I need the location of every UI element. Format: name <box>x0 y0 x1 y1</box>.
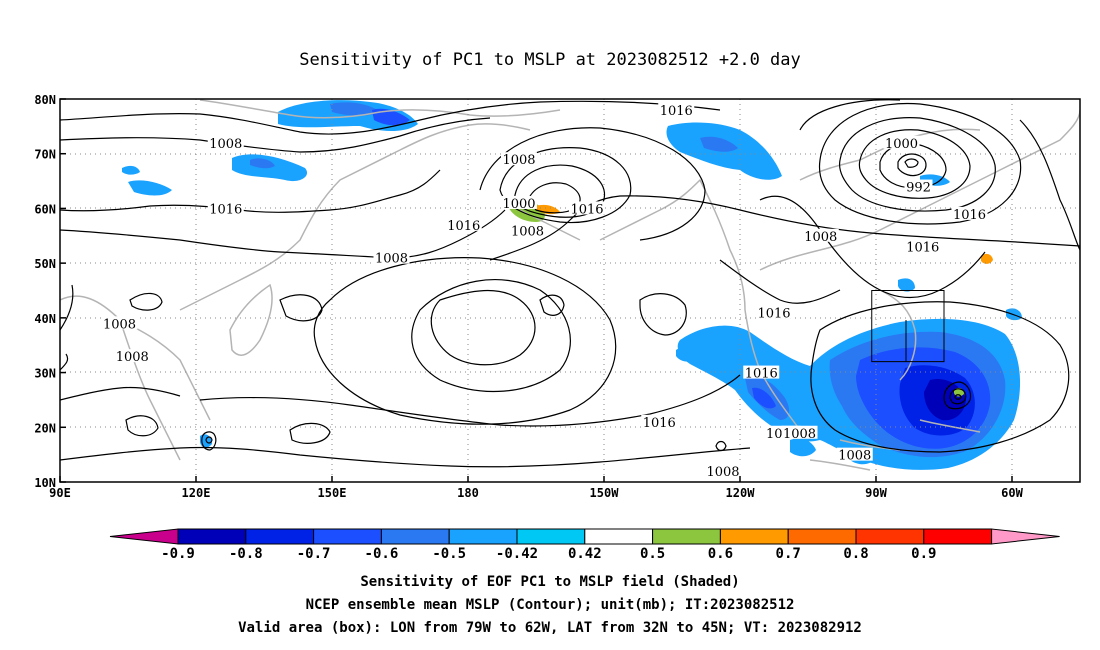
contour-label-bg <box>904 179 933 193</box>
caption-line-1: Sensitivity of EOF PC1 to MSLP field (Sh… <box>360 574 740 590</box>
contour-label-bg <box>501 195 537 209</box>
contour-label: 1016 <box>660 104 693 119</box>
x-tick-label: 150W <box>590 486 620 500</box>
contour-label-bg <box>781 425 818 439</box>
contour-labels: 1008 1016 1008 1016 1000 1008 1016 1008 1016 1000… <box>101 102 988 480</box>
colorbar-label: 0.42 <box>568 546 602 562</box>
colorbar-segment <box>787 528 857 545</box>
colorbar-segment <box>380 528 450 545</box>
contour-label: 1016 <box>745 367 778 382</box>
y-tick-label: 60N <box>34 202 56 216</box>
caption-line-2: NCEP ensemble mean MSLP (Contour); unit(… <box>305 597 795 613</box>
colorbar-segment <box>448 528 518 545</box>
contour-label: 1016 <box>570 202 603 217</box>
x-tick-label: 90W <box>865 486 887 500</box>
contour-label-bg <box>114 349 151 363</box>
axis-ticks: 90E 120E 150E 180 150W 120W 90W 60W 10N 20N 30N 40N… <box>34 93 1023 500</box>
colorbar-segment <box>584 528 654 545</box>
contour-label-bg <box>836 447 873 461</box>
colorbar-segment <box>719 528 789 545</box>
contour-label: 1008 <box>804 230 837 245</box>
x-tick-label: 120E <box>182 486 211 500</box>
colorbar-label: -0.6 <box>365 546 399 562</box>
contour-label-bg <box>207 201 244 215</box>
colorbar-label: -0.9 <box>161 546 195 562</box>
contour-label: 1008 <box>103 317 136 332</box>
y-tick-label: 70N <box>34 148 56 162</box>
colorbar-segment <box>923 528 993 545</box>
contour-label-bg <box>207 135 244 149</box>
contour-label-bg <box>501 152 537 166</box>
contour-label-bg <box>705 464 741 478</box>
y-tick-label: 40N <box>34 312 56 326</box>
contour-label-bg <box>951 206 988 220</box>
map-title: Sensitivity of PC1 to MSLP at 2023082512… <box>299 50 801 70</box>
contour-label: 1008 <box>209 137 242 152</box>
colorbar-segment <box>652 528 721 545</box>
contour-label: 1000 <box>502 197 535 212</box>
y-tick-label: 20N <box>34 421 56 435</box>
contour-label: 1016 <box>447 219 480 234</box>
colorbar-segment <box>313 528 382 545</box>
colorbar-segment <box>855 528 925 545</box>
colorbar-high-triangle <box>991 528 1060 545</box>
plot-frame <box>59 98 1081 483</box>
x-tick-label: 90E <box>49 486 71 500</box>
colorbar-label: 0.7 <box>776 546 801 562</box>
y-tick-label: 80N <box>34 93 56 107</box>
x-tick-label: 180 <box>457 486 479 500</box>
colorbar: -0.9 -0.8 -0.7 -0.6 -0.5 -0.42 0.42 0.5 0.6 0.7 0.… <box>109 528 1060 562</box>
x-tick-label: 150E <box>318 486 347 500</box>
colorbar-label: -0.8 <box>229 546 263 562</box>
colorbar-label: -0.7 <box>297 546 331 562</box>
contour-label: 1000 <box>885 137 918 152</box>
colorbar-label: 0.9 <box>911 546 936 562</box>
contour-label: 1016 <box>953 208 986 223</box>
contour-label-bg <box>658 102 695 116</box>
colorbar-low-triangle <box>109 528 179 545</box>
y-tick-label: 30N <box>34 367 56 381</box>
colorbar-label: 0.8 <box>843 546 868 562</box>
contour-label: 1008 <box>502 153 535 168</box>
contour-label: 1016 <box>209 202 242 217</box>
contour-label-bg <box>904 239 941 253</box>
colorbar-label: -0.42 <box>496 546 538 562</box>
contour-label-bg <box>509 223 546 237</box>
contour-label-bg <box>445 217 482 231</box>
colorbar-segment <box>245 528 315 545</box>
contour-label-bg <box>641 414 678 428</box>
y-tick-label: 10N <box>34 476 56 490</box>
colorbar-segment <box>516 528 586 545</box>
contour-label: 1008 <box>116 350 149 365</box>
contour-label-bg <box>883 135 920 149</box>
colorbar-segment <box>177 528 247 545</box>
caption-line-3: Valid area (box): LON from 79W to 62W, L… <box>238 620 862 636</box>
contour-label: 1016 <box>757 306 790 321</box>
colorbar-label: 0.6 <box>708 546 733 562</box>
contour-label-bg <box>802 228 839 242</box>
contour-label: 1008 <box>783 427 816 442</box>
valid-area-box <box>871 290 945 363</box>
shaded-sensitivity <box>122 100 1022 470</box>
contour-label: 1008 <box>375 252 408 267</box>
contour-label-bg <box>756 305 792 319</box>
contour-label-bg <box>101 316 138 330</box>
contour-label: 1008 <box>511 224 544 239</box>
contour-label: 992 <box>906 181 931 196</box>
colorbar-label: -0.5 <box>432 546 466 562</box>
mslp-contours <box>60 99 1080 468</box>
contour-label-bg <box>743 365 780 379</box>
contour-label: 1008 <box>838 449 871 464</box>
x-tick-label: 60W <box>1001 486 1023 500</box>
colorbar-label: 0.5 <box>640 546 665 562</box>
x-tick-label: 120W <box>726 486 756 500</box>
y-tick-label: 50N <box>34 257 56 271</box>
contour-label-bg <box>569 201 605 215</box>
contour-label: 1016 <box>643 416 676 431</box>
contour-label: 1016 <box>906 241 939 256</box>
contour-label-bg <box>373 250 410 264</box>
contour-label: 1008 <box>706 465 739 480</box>
